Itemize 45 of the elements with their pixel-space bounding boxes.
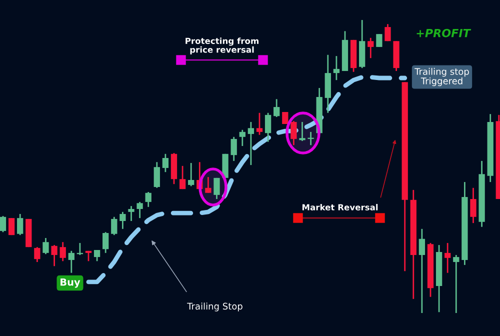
candlestick — [274, 98, 280, 118]
candlestick — [384, 23, 391, 42]
candlestick — [34, 246, 40, 263]
candlestick — [42, 237, 49, 255]
candlestick — [205, 176, 212, 194]
candlestick — [282, 112, 288, 124]
candlestick — [376, 33, 382, 48]
candlestick — [239, 129, 246, 147]
candlestick — [188, 162, 194, 187]
candlestick — [368, 37, 374, 59]
candlestick — [214, 177, 220, 200]
candlestick — [60, 241, 66, 262]
annotation: +PROFIT — [416, 28, 472, 38]
candlestick — [162, 153, 169, 173]
candlestick — [0, 215, 6, 233]
candlestick — [299, 121, 306, 142]
text: Trailing Stop — [187, 302, 242, 312]
candlestick — [111, 216, 118, 236]
candlestick — [264, 112, 272, 143]
candlestick — [94, 249, 100, 262]
annotation: Trailing stop Triggered — [414, 68, 469, 86]
candlestick — [444, 242, 451, 274]
candlestick — [136, 201, 143, 219]
candlestick — [453, 254, 460, 314]
candlestick — [418, 228, 426, 314]
candlestick — [8, 217, 15, 236]
candlestick — [256, 112, 263, 136]
annotation: Protecting from price reversal — [186, 38, 258, 54]
candlestick — [248, 121, 254, 166]
candlestick — [154, 161, 160, 189]
annotation: Buy — [60, 278, 80, 288]
candlestick — [68, 250, 74, 274]
candlestick — [333, 55, 340, 81]
candlestick — [470, 187, 476, 224]
candlestick — [230, 136, 237, 162]
candlestick — [290, 120, 297, 146]
candlestick — [128, 205, 134, 222]
candlestick — [51, 244, 58, 267]
candlestick — [120, 211, 126, 230]
annotation: Market Reversal — [302, 204, 378, 210]
candlestick — [17, 213, 24, 236]
candlestick — [102, 231, 109, 254]
candlestick — [145, 191, 152, 208]
candlestick — [179, 165, 186, 190]
candlestick — [308, 131, 314, 146]
